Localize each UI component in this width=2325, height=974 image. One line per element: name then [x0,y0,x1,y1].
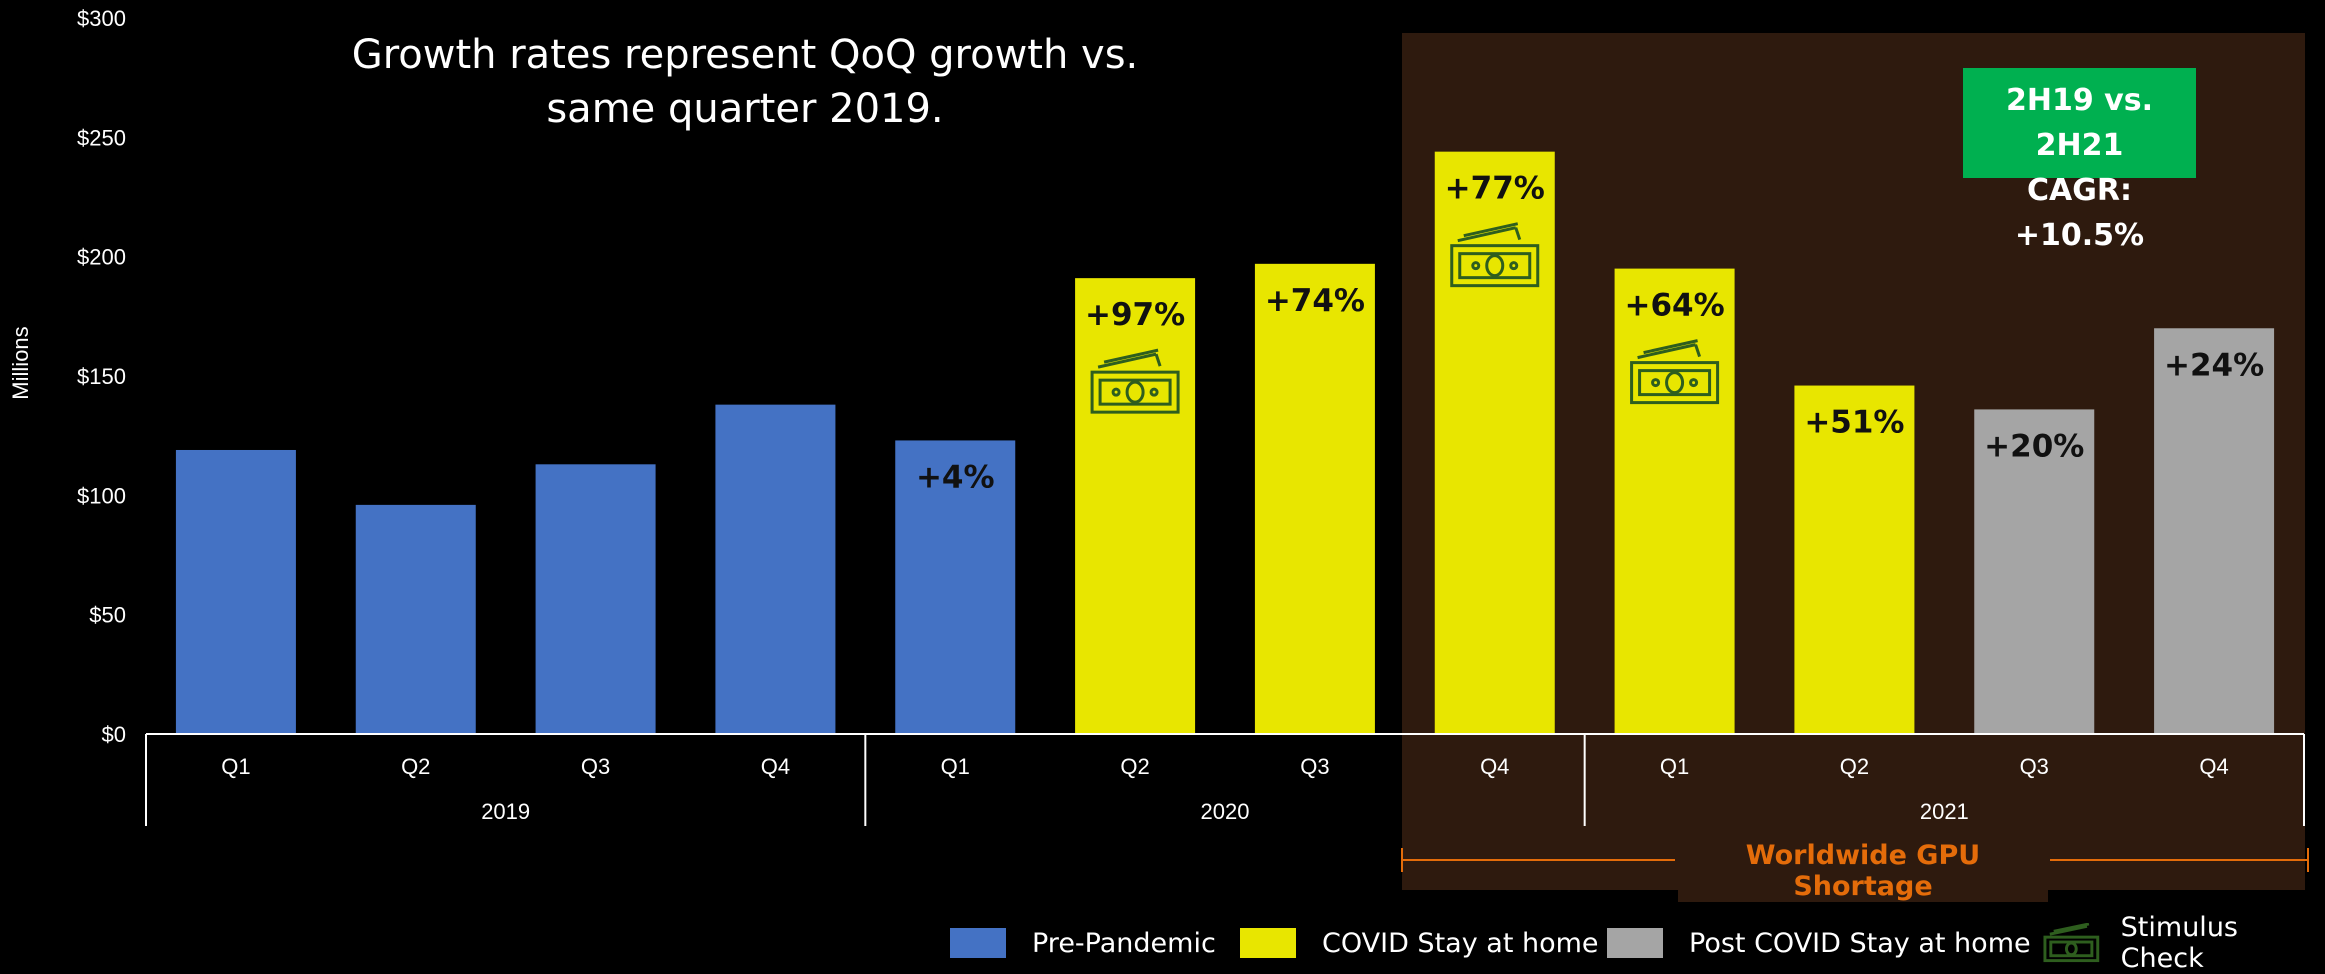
money-icon-bill [1630,361,1720,405]
bar [1974,409,2095,734]
money-icon-dot [1149,387,1159,397]
money-icon-bill-edge [1097,352,1157,369]
x-axis: Q1 Q2 Q3 Q4 Q1 Q2 Q3 Q4 Q1 Q2 Q3 Q4 2019 2020 2021 [145,733,2305,826]
money-icon-bill-edge [1643,339,1698,355]
legend-pre-pandemic: Pre-Pandemic [950,925,1216,961]
bar [355,504,476,734]
money-icon [1090,348,1180,414]
bar [535,464,656,734]
x-tick-label: Q2 [401,754,430,779]
money-icon-bill-edge [1637,343,1696,360]
bar [1794,385,1915,734]
money-icon-bill [1090,370,1180,414]
bar [175,449,296,734]
money-icon-dot [1111,387,1121,397]
bar [895,440,1016,734]
y-tick-label: $200 [77,245,126,270]
money-icon-dot [1689,378,1699,388]
cagr-callout-line-2: CAGR: +10.5% [2014,173,2145,253]
money-icon-bill-edge [1103,348,1159,364]
bar-data-label: +51% [1804,405,1904,441]
gpu-shortage-bracket [1401,848,2309,872]
y-tick-label: $50 [89,603,126,628]
legend-covid: COVID Stay at home [1240,925,1599,961]
bar-data-label: +97% [1085,297,1185,333]
chart-title: Growth rates represent QoQ growth vs. sa… [330,28,1160,136]
legend-label-pre-pandemic: Pre-Pandemic [1032,927,1216,959]
bars: +4% +97% +74% +77% +64% +51% +20% +24% [175,151,2275,735]
cagr-callout: 2H19 vs. 2H21 CAGR: +10.5% [1963,68,2196,253]
x-tick-label: Q1 [941,754,970,779]
y-tick-label: $150 [77,364,126,389]
x-group-label: 2020 [1201,799,1250,824]
x-tick-label: Q2 [1120,754,1149,779]
bar-data-label: +74% [1265,283,1365,319]
money-icon [1630,339,1720,405]
y-tick-label: $0 [102,722,126,747]
bar [1614,268,1735,734]
money-icon-bill-edge [1694,344,1702,358]
bar-data-label: +4% [916,459,995,495]
legend-label-post-covid: Post COVID Stay at home [1689,927,2031,959]
money-icon-coin [1665,371,1685,395]
money-icon-dot [1651,378,1661,388]
bar [1434,151,1555,735]
legend-swatch-covid [1240,928,1296,958]
gpu-shortage-label: Worldwide GPU Shortage [1678,840,2048,902]
money-icon [2043,923,2100,963]
money-icon-dot [1471,261,1481,271]
y-tick-label: $250 [77,125,126,150]
x-tick-label: Q2 [1840,754,1869,779]
bar-data-label: +64% [1624,288,1724,324]
chart-title-line-2: same quarter 2019. [546,86,944,132]
y-tick-label: $100 [77,483,126,508]
legend-post-covid: Post COVID Stay at home [1607,925,2031,961]
y-tick-label: $300 [77,6,126,31]
legend-label-stimulus: Stimulus Check [2120,912,2238,974]
x-tick-label: Q4 [2199,754,2228,779]
x-group-label: 2019 [481,799,530,824]
money-icon-inner [1638,369,1712,397]
money-icon [1450,222,1540,288]
bar-data-label: +20% [1984,428,2084,464]
bar [2154,328,2275,734]
money-icon-coin [1485,254,1505,278]
y-axis: $0 $50 $100 $150 $200 $250 $300 [77,6,126,747]
x-tick-label: Q4 [761,754,790,779]
money-icon-bill-edge [1154,353,1162,367]
money-icon-coin [1125,380,1145,404]
x-group-label: 2021 [1920,799,1969,824]
legend-stimulus: Stimulus Check [2042,912,2325,974]
money-icon-bill-edge [1463,222,1519,238]
legend-swatch-pre-pandemic [950,928,1006,958]
chart-title-line-1: Growth rates represent QoQ growth vs. [351,32,1139,78]
bar [715,404,836,734]
bar-data-label: +77% [1445,171,1545,207]
y-axis-label: Millions [8,326,33,400]
money-icon-inner [1458,252,1532,280]
money-icon-inner [1098,378,1172,406]
x-tick-label: Q1 [1660,754,1689,779]
x-tick-label: Q4 [1480,754,1509,779]
money-icon-dot [1509,261,1519,271]
x-tick-label: Q3 [581,754,610,779]
legend-swatch-post-covid [1607,928,1663,958]
x-tick-label: Q3 [2020,754,2049,779]
legend-label-covid: COVID Stay at home [1322,927,1599,959]
money-icon-bill-edge [1457,226,1517,243]
money-icon-bill [1450,244,1540,288]
x-tick-label: Q3 [1300,754,1329,779]
x-tick-label: Q1 [221,754,250,779]
money-icon-bill-edge [1514,227,1522,241]
bar [1254,263,1375,734]
bar [1075,278,1196,734]
bar-data-label: +24% [2164,347,2264,383]
cagr-callout-line-1: 2H19 vs. 2H21 [2006,83,2153,163]
